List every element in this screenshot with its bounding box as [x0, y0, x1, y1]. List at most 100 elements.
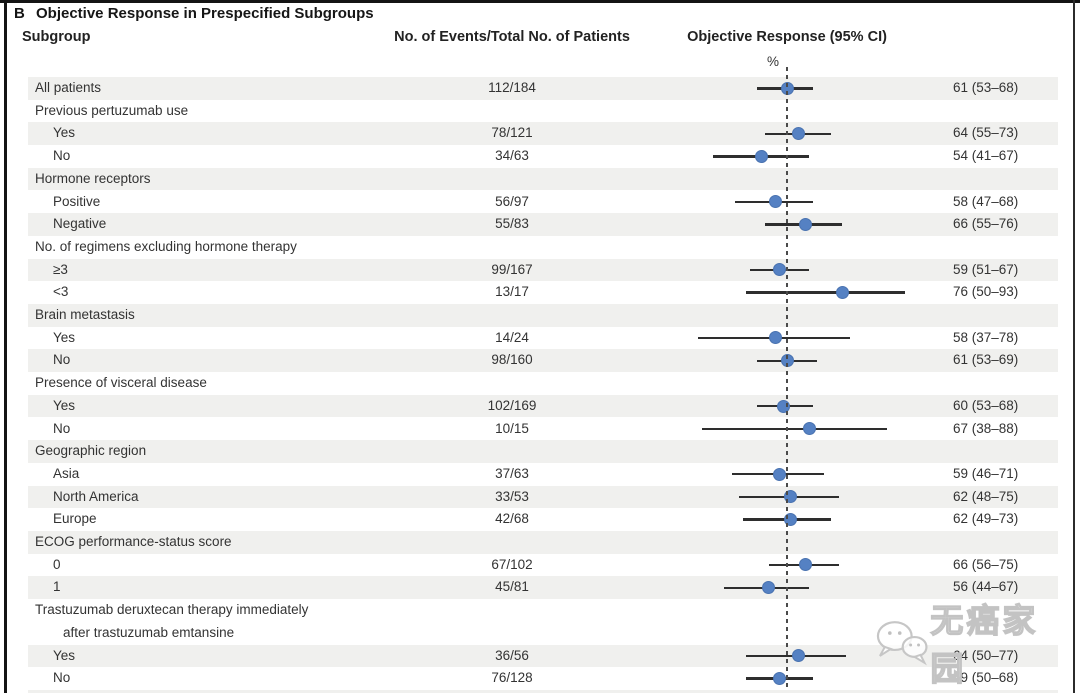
ci-value: 64 (50–77)	[953, 647, 1019, 663]
ci-value: 62 (49–73)	[953, 511, 1019, 527]
subgroup-label: 0	[53, 556, 61, 572]
events-count: 10/15	[495, 420, 529, 436]
confidence-interval-line	[746, 291, 906, 294]
figure-title: Objective Response in Prespecified Subgr…	[36, 5, 374, 22]
subgroup-row: Yes 102/169 60 (53–68)	[0, 394, 1080, 418]
point-estimate-dot	[791, 127, 805, 141]
ci-value: 66 (55–76)	[953, 216, 1019, 232]
reference-line	[786, 67, 788, 693]
subgroup-label: Geographic region	[35, 443, 147, 459]
point-estimate-dot	[769, 331, 783, 345]
point-estimate-dot	[799, 558, 812, 572]
ci-value: 67 (38–88)	[953, 420, 1019, 436]
subgroup-row: Negative 55/83 66 (55–76)	[0, 213, 1080, 236]
confidence-interval-line	[701, 427, 887, 431]
column-header-response: Objective Response (95% CI)	[687, 29, 887, 45]
subgroup-header-row: after trastuzumab emtansine	[0, 622, 1080, 645]
row-shading	[28, 304, 1058, 327]
subgroup-header-row: Brain metastasis	[0, 304, 1080, 327]
subgroup-label: North America	[53, 488, 139, 504]
point-estimate-dot	[773, 263, 787, 277]
ci-value: 56 (44–67)	[953, 579, 1019, 595]
ci-value: 59 (51–67)	[953, 261, 1019, 277]
subgroup-row: No 34/63 54 (41–67)	[0, 145, 1080, 168]
events-count: 36/56	[495, 647, 529, 663]
row-shading	[28, 531, 1058, 554]
subgroup-label: No	[53, 352, 71, 368]
point-estimate-dot	[754, 149, 768, 163]
ci-value: 58 (37–78)	[953, 329, 1019, 345]
point-estimate-dot	[769, 195, 783, 209]
ci-value: 54 (41–67)	[953, 148, 1019, 164]
subgroup-label: All patients	[35, 80, 102, 95]
ci-value: 61 (53–68)	[953, 80, 1019, 95]
subgroup-label: Hormone receptors	[35, 170, 151, 186]
row-shading	[28, 394, 1058, 418]
subgroup-label: Yes	[53, 647, 76, 663]
events-count: 34/63	[495, 148, 529, 164]
cut-off-row-strip	[28, 690, 1058, 693]
point-estimate-dot	[762, 581, 775, 595]
events-count: 76/128	[491, 670, 533, 686]
ci-value: 59 (46–71)	[953, 465, 1019, 481]
subgroup-row: <3 13/17 76 (50–93)	[0, 281, 1080, 304]
subgroup-row: Yes 36/56 64 (50–77)	[0, 644, 1080, 668]
subgroup-label: Brain metastasis	[35, 307, 135, 322]
events-count: 45/81	[495, 579, 529, 595]
subgroup-row: Positive 56/97 58 (47–68)	[0, 191, 1080, 214]
ci-value: 61 (53–69)	[953, 352, 1019, 368]
figure-top-border	[0, 0, 1080, 3]
subgroup-row: 0 67/102 66 (56–75)	[0, 554, 1080, 577]
events-count: 112/184	[488, 80, 536, 95]
ci-value: 62 (48–75)	[953, 488, 1019, 504]
row-shading	[28, 349, 1058, 373]
events-count: 13/17	[495, 284, 529, 300]
ci-value: 76 (50–93)	[953, 284, 1019, 300]
subgroup-label: No. of regimens excluding hormone therap…	[35, 238, 297, 254]
subgroup-label: Negative	[53, 216, 107, 232]
axis-unit-label: %	[766, 54, 779, 69]
subgroup-header-row: No. of regimens excluding hormone therap…	[0, 236, 1080, 259]
subgroup-header-row: Previous pertuzumab use	[0, 100, 1080, 123]
subgroup-row: 1 45/81 56 (44–67)	[0, 576, 1080, 600]
events-count: 78/121	[491, 125, 533, 141]
subgroup-label: Positive	[53, 193, 101, 209]
subgroup-row: No 76/128 59 (50–68)	[0, 667, 1080, 690]
subgroup-row: ≥3 99/167 59 (51–67)	[0, 258, 1080, 282]
point-estimate-dot	[836, 286, 849, 300]
subgroup-row: All patients 112/184 61 (53–68)	[0, 77, 1080, 100]
subgroup-row: No 98/160 61 (53–69)	[0, 349, 1080, 373]
subgroup-label: Europe	[53, 511, 97, 527]
subgroup-label: Previous pertuzumab use	[35, 102, 189, 118]
subgroup-label: No	[53, 670, 71, 686]
events-count: 98/160	[491, 352, 533, 368]
row-shading	[28, 167, 1058, 191]
subgroup-row: Yes 14/24 58 (37–78)	[0, 327, 1080, 350]
ci-value: 66 (56–75)	[953, 556, 1019, 572]
subgroup-label: Yes	[53, 329, 76, 345]
events-count: 33/53	[495, 488, 529, 504]
events-count: 14/24	[495, 329, 529, 345]
subgroup-label: 1	[53, 579, 61, 595]
subgroup-label: Trastuzumab deruxtecan therapy immediate…	[35, 602, 309, 618]
events-count: 55/83	[495, 216, 529, 232]
events-count: 56/97	[495, 193, 529, 209]
point-estimate-dot	[791, 649, 805, 663]
subgroup-label: No	[53, 420, 71, 436]
subgroup-row: North America 33/53 62 (48–75)	[0, 485, 1080, 509]
events-count: 37/63	[495, 465, 529, 481]
column-header-subgroup: Subgroup	[22, 29, 91, 45]
subgroup-label: <3	[53, 284, 69, 300]
subgroup-row: Europe 42/68 62 (49–73)	[0, 508, 1080, 531]
column-header-events: No. of Events/Total No. of Patients	[394, 29, 630, 45]
ci-value: 60 (53–68)	[953, 397, 1019, 413]
subgroup-label: ≥3	[53, 261, 68, 277]
row-shading	[28, 485, 1058, 509]
subgroup-label: Asia	[53, 465, 80, 481]
events-count: 67/102	[491, 556, 533, 572]
subgroup-header-row: Trastuzumab deruxtecan therapy immediate…	[0, 599, 1080, 622]
subgroup-label: ECOG performance-status score	[35, 534, 232, 549]
subgroup-label: No	[53, 148, 71, 164]
events-count: 42/68	[495, 511, 529, 527]
